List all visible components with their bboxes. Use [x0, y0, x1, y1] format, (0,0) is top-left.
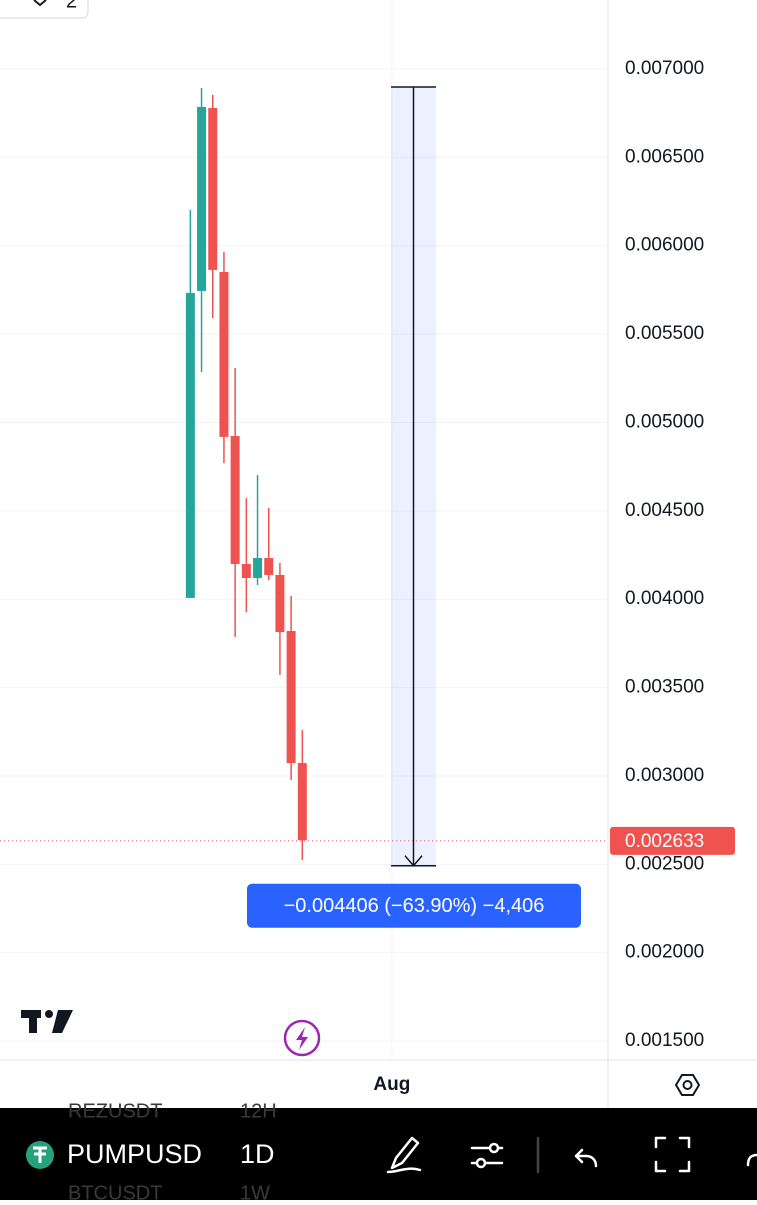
- y-tick-label: 0.006000: [625, 235, 704, 256]
- candle-body: [197, 106, 207, 291]
- y-tick-label: 0.004500: [625, 500, 704, 521]
- chevron: [33, 0, 47, 7]
- y-tick-label: 0.002500: [625, 853, 704, 874]
- y-tick-label: 0.003500: [625, 677, 704, 698]
- y-tick-label: 0.004000: [625, 588, 704, 609]
- y-tick-label: 0.002000: [625, 942, 704, 963]
- lightning-button[interactable]: [283, 1019, 321, 1057]
- measure-box: [247, 883, 581, 928]
- ghost-interval: 1W: [240, 1182, 270, 1200]
- more-button[interactable]: [746, 1153, 757, 1167]
- measure-arrowhead: [404, 855, 423, 867]
- tv-logo: [21, 1010, 73, 1033]
- y-tick-label: 0.007000: [625, 58, 704, 79]
- ghost-interval: 12H: [240, 1100, 277, 1122]
- slider-knob: [475, 1157, 487, 1169]
- settings-button[interactable]: [674, 1074, 701, 1096]
- y-tick-label: 0.003000: [625, 765, 704, 786]
- y-tick-label: 0.005500: [625, 323, 704, 344]
- candle-body: [275, 574, 285, 633]
- last-price-box: [610, 826, 735, 855]
- y-tick-label: 0.006500: [625, 146, 704, 167]
- ghost-symbol: REZUSDT: [68, 1100, 162, 1122]
- grid: [0, 0, 608, 1060]
- symbol-icon: [26, 1141, 54, 1169]
- slider-knob: [488, 1142, 500, 1154]
- x-tick-label: Aug: [373, 1074, 410, 1095]
- ghost-symbol: BTCUSDT: [68, 1182, 162, 1200]
- undo-button[interactable]: [574, 1148, 598, 1168]
- symbol[interactable]: PUMPUSD: [67, 1139, 202, 1169]
- candle-body: [253, 558, 263, 578]
- fullscreen-button[interactable]: [654, 1136, 691, 1173]
- candle-body: [219, 272, 229, 437]
- candle-body: [286, 631, 296, 764]
- candle-body: [241, 564, 251, 578]
- candle-body: [230, 436, 240, 565]
- top-button[interactable]: [0, 0, 89, 19]
- candle-body: [208, 107, 218, 270]
- interval[interactable]: 1D: [240, 1139, 275, 1169]
- draw-button[interactable]: [386, 1136, 422, 1174]
- toolbar: [0, 1108, 757, 1200]
- candle-body: [185, 292, 195, 598]
- y-tick-label: 0.005000: [625, 411, 704, 432]
- candle-body: [264, 558, 274, 575]
- candle-body: [297, 763, 307, 841]
- plot: −0.004406 (−63.90%) −4,406: [0, 86, 608, 928]
- measure-label: −0.004406 (−63.90%) −4,406: [284, 895, 545, 917]
- last-price-label: 0.002633: [625, 831, 704, 852]
- y-tick-label: 0.001500: [625, 1030, 704, 1051]
- top-button-label: 2: [66, 0, 77, 12]
